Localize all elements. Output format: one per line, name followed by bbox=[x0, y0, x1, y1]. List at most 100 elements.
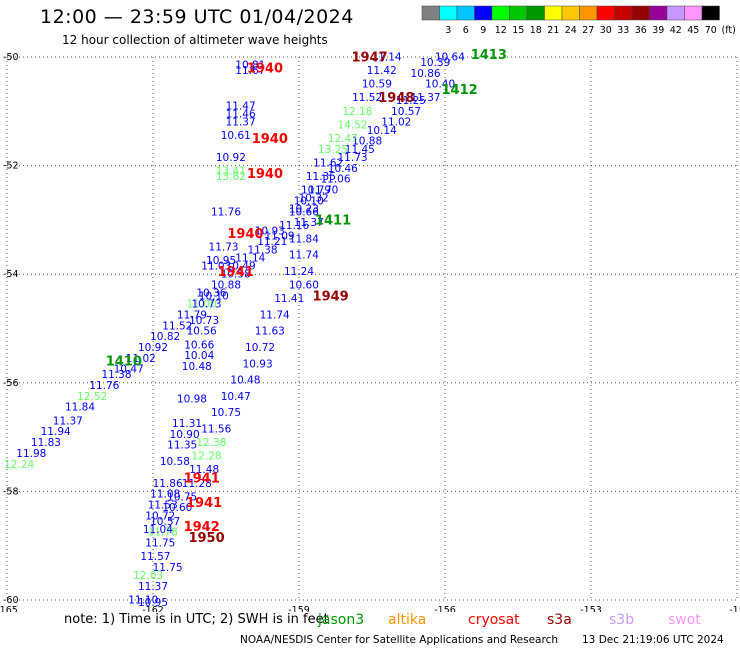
wave-height-point: 11.31 bbox=[172, 418, 202, 430]
wave-height-point: 11.48 bbox=[189, 464, 219, 476]
wave-height-point: 11.41 bbox=[274, 293, 304, 305]
y-tick-label: -50 bbox=[3, 52, 19, 63]
page-title: 12:00 — 23:59 UTC 01/04/2024 bbox=[40, 6, 354, 28]
footer-credit: NOAA/NESDIS Center for Satellite Applica… bbox=[240, 634, 558, 646]
wave-height-point: 10.58 bbox=[221, 269, 251, 281]
wave-height-point: 10.58 bbox=[160, 456, 190, 468]
pass-time-label: 1940 bbox=[247, 167, 283, 182]
wave-height-point: 10.79 bbox=[301, 185, 331, 197]
wave-height-point: 11.03 bbox=[201, 261, 231, 273]
pass-time-label: 1941 bbox=[184, 471, 220, 486]
wave-height-point: 11.00 bbox=[187, 299, 217, 311]
wave-height-point: 11.37 bbox=[294, 217, 324, 229]
y-tick-label: -58 bbox=[3, 486, 19, 497]
scale-label: 30 bbox=[600, 25, 612, 36]
wave-height-point: 11.02 bbox=[381, 117, 411, 129]
x-tick-label: -165 bbox=[0, 605, 18, 612]
wave-height-point: 10.48 bbox=[182, 361, 212, 373]
wave-height-point: 10.36 bbox=[196, 288, 226, 300]
wave-height-point: 10.95 bbox=[138, 597, 168, 609]
chart-plot: -165 -162 -159 -156 -153 -15 -50 -52 -54 -56 -58 -6… bbox=[0, 48, 740, 612]
wave-height-point: 10.47 bbox=[114, 364, 144, 376]
wave-height-point: 11.98 bbox=[16, 448, 46, 460]
wave-height-point: 10.72 bbox=[245, 342, 275, 354]
wave-height-point: 11.42 bbox=[367, 65, 397, 77]
y-tick-label: -52 bbox=[3, 161, 19, 172]
wave-height-point: 11.35 bbox=[306, 171, 336, 183]
pass-time-label: 1940 bbox=[247, 61, 283, 76]
x-tick-label: -15 bbox=[729, 605, 740, 612]
y-tick-label: -54 bbox=[3, 269, 19, 280]
wave-height-point: 11.21 bbox=[257, 236, 287, 248]
wave-height-point: 10.92 bbox=[138, 342, 168, 354]
wave-height-point: 11.37 bbox=[411, 92, 441, 104]
pass-time-label: 1941 bbox=[186, 496, 222, 511]
wave-height-point: 10.60 bbox=[162, 502, 192, 514]
wave-height-point: 11.73 bbox=[209, 242, 239, 254]
wave-height-point: 11.75 bbox=[145, 537, 175, 549]
wave-height-point: 11.76 bbox=[89, 380, 119, 392]
wave-height-point: 10.66 bbox=[289, 206, 319, 218]
pass-time-label: 1940 bbox=[227, 227, 263, 242]
wave-height-point: 11.67 bbox=[235, 65, 265, 77]
scale-label: 6 bbox=[463, 25, 469, 36]
wave-height-point: 11.24 bbox=[284, 266, 314, 278]
wave-height-point: 10.88 bbox=[352, 136, 382, 148]
scale-label: 9 bbox=[480, 25, 486, 36]
pass-time-label: 1949 bbox=[313, 289, 349, 304]
wave-height-point: 13.25 bbox=[318, 144, 348, 156]
wave-height-point: 11.09 bbox=[265, 231, 295, 243]
wave-height-point: 10.66 bbox=[184, 339, 214, 351]
page-subtitle: 12 hour collection of altimeter wave hei… bbox=[62, 33, 328, 47]
wave-height-point: 10.49 bbox=[226, 261, 256, 273]
wave-height-point: 10.46 bbox=[328, 163, 358, 175]
satellite-legend-jason3: jason3 bbox=[318, 612, 365, 628]
wave-height-point: 11.14 bbox=[372, 52, 402, 64]
x-tick-label: -159 bbox=[288, 605, 310, 612]
wave-height-point: 11.70 bbox=[308, 185, 338, 197]
pass-time-label: 1947 bbox=[351, 51, 387, 66]
satellite-legend-cryosat: cryosat bbox=[468, 612, 520, 628]
wave-height-point: 11.75 bbox=[153, 562, 183, 574]
pass-time-label: 1940 bbox=[252, 132, 288, 147]
pass-time-label: 1413 bbox=[471, 48, 507, 63]
wave-height-point: 10.86 bbox=[411, 68, 441, 80]
wave-height-point: 10.98 bbox=[177, 394, 207, 406]
wave-height-point: 10.73 bbox=[192, 299, 222, 311]
wave-height-point: 10.95 bbox=[206, 255, 236, 267]
wave-height-point: 12.24 bbox=[4, 459, 34, 471]
wave-height-point: 11.52 bbox=[352, 92, 382, 104]
wave-height-point: 11.45 bbox=[345, 144, 375, 156]
wave-height-point: 10.04 bbox=[184, 350, 214, 362]
wave-height-point: 11.38 bbox=[101, 369, 131, 381]
wave-height-point: 10.10 bbox=[199, 290, 229, 302]
wave-height-point: 11.63 bbox=[255, 326, 285, 338]
wave-height-point: 13.82 bbox=[216, 171, 246, 183]
wave-height-point: 11.94 bbox=[41, 426, 71, 438]
wave-height-point: 11.28 bbox=[182, 478, 212, 490]
wave-height-point: 11.57 bbox=[140, 551, 170, 563]
scale-label: 21 bbox=[547, 25, 559, 36]
scale-label: 15 bbox=[512, 25, 524, 36]
wave-height-point: 11.74 bbox=[289, 250, 319, 262]
color-scale-legend: 3 6 9 12 15 18 21 24 27 30 33 36 39 42 45 70 (ft) bbox=[421, 5, 736, 36]
wave-height-point: 11.16 bbox=[279, 220, 309, 232]
wave-height-point: 11.76 bbox=[211, 206, 241, 218]
wave-height-point: 10.73 bbox=[189, 315, 219, 327]
wave-height-point: 11.84 bbox=[65, 402, 95, 414]
wave-height-point: 10.93 bbox=[255, 225, 285, 237]
wave-height-point: 12.18 bbox=[342, 106, 372, 118]
scale-label: 24 bbox=[565, 25, 577, 36]
wave-height-point: 11.35 bbox=[167, 440, 197, 452]
footnote: note: 1) Time is in UTC; 2) SWH is in fe… bbox=[64, 612, 329, 627]
wave-height-point: 11.79 bbox=[177, 309, 207, 321]
wave-height-point: 11.10 bbox=[128, 595, 158, 607]
x-tick-label: -162 bbox=[142, 605, 164, 612]
satellite-legend-s3a: s3a bbox=[547, 612, 572, 628]
wave-height-point: 10.75 bbox=[211, 407, 241, 419]
wave-height-point: 11.84 bbox=[289, 233, 319, 245]
footer-timestamp: 13 Dec 21:19:06 UTC 2024 bbox=[582, 634, 724, 646]
wave-height-point: 10.90 bbox=[170, 429, 200, 441]
wave-height-point: 11.86 bbox=[153, 478, 183, 490]
wave-height-point: 11.73 bbox=[338, 152, 368, 164]
